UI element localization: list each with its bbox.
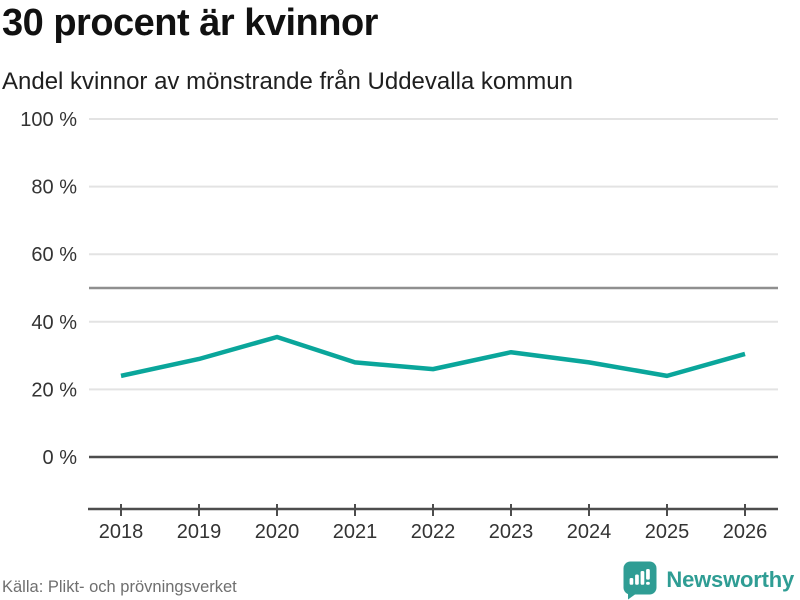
x-axis-label: 2025 bbox=[645, 521, 690, 543]
bar-chart-speech-bubble-icon bbox=[623, 561, 657, 599]
x-axis-label: 2019 bbox=[177, 521, 222, 543]
y-axis-label: 80 % bbox=[31, 177, 77, 199]
source-attribution: Källa: Plikt- och prövningsverket bbox=[2, 578, 237, 596]
data-line bbox=[120, 334, 746, 379]
y-axis-label: 20 % bbox=[31, 379, 77, 401]
chart-subtitle: Andel kvinnor av mönstrande från Uddeval… bbox=[2, 68, 573, 95]
x-axis-label: 2023 bbox=[489, 521, 534, 543]
y-axis-label: 100 % bbox=[20, 109, 77, 131]
x-axis-label: 2020 bbox=[255, 521, 300, 543]
x-axis-label: 2022 bbox=[411, 521, 456, 543]
chart-title: 30 procent är kvinnor bbox=[2, 2, 378, 44]
x-axis-label: 2024 bbox=[567, 521, 612, 543]
newsworthy-brand-text: Newsworthy bbox=[666, 567, 794, 592]
newsworthy-logo[interactable]: Newsworthy bbox=[623, 560, 794, 600]
y-axis-label: 60 % bbox=[31, 244, 77, 266]
y-axis-label: 0 % bbox=[43, 447, 78, 469]
x-axis-label: 2018 bbox=[99, 521, 144, 543]
x-axis-label: 2026 bbox=[723, 521, 768, 543]
y-axis-label: 40 % bbox=[31, 312, 77, 334]
x-axis-label: 2021 bbox=[333, 521, 378, 543]
